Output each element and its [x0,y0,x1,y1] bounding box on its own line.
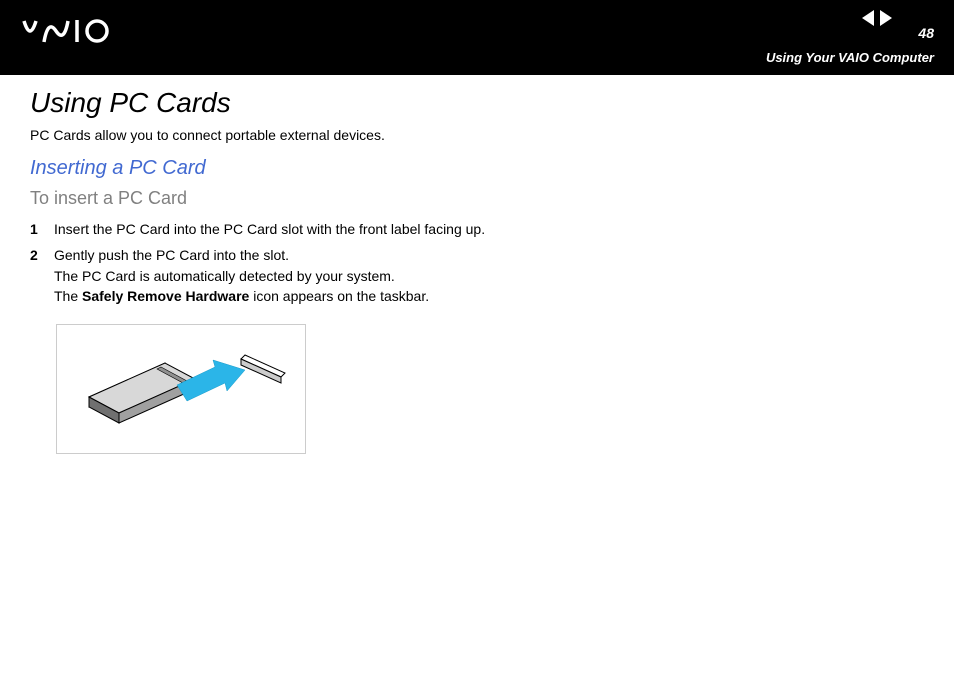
pc-card-icon [89,363,195,423]
step-row: 2 Gently push the PC Card into the slot.… [30,245,924,306]
vaio-logo [22,17,132,54]
page-number: 48 [918,25,934,41]
step-line: Gently push the PC Card into the slot. [54,247,289,263]
step-line-post: icon appears on the taskbar. [249,288,429,304]
step-row: 1 Insert the PC Card into the PC Card sl… [30,219,924,239]
prev-page-arrow-icon[interactable] [862,10,874,26]
step-line-bold: Safely Remove Hardware [82,288,249,304]
page-title: Using PC Cards [30,87,924,119]
step-text: Gently push the PC Card into the slot. T… [54,245,924,306]
insert-arrow-icon [177,360,245,401]
step-number: 2 [30,245,54,306]
step-text: Insert the PC Card into the PC Card slot… [54,219,924,239]
page-header: 48 Using Your VAIO Computer [0,0,954,75]
pc-card-figure [56,324,306,454]
step-line-pre: The [54,288,82,304]
section-title: Inserting a PC Card [30,157,924,180]
page-content: Using PC Cards PC Cards allow you to con… [0,75,954,474]
intro-text: PC Cards allow you to connect portable e… [30,127,924,143]
header-subtitle: Using Your VAIO Computer [766,50,934,65]
nav-arrows [862,10,892,26]
subsection-title: To insert a PC Card [30,188,924,209]
step-number: 1 [30,219,54,239]
card-slot-icon [241,355,285,383]
step-line: The PC Card is automatically detected by… [54,268,395,284]
next-page-arrow-icon[interactable] [880,10,892,26]
